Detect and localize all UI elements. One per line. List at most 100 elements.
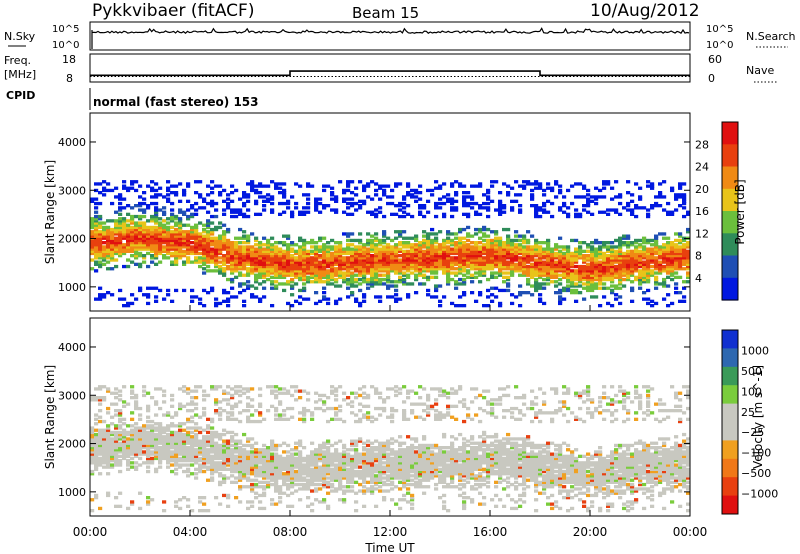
echo-cell <box>114 439 119 443</box>
echo-cell <box>274 472 279 476</box>
echo-cell <box>122 186 127 190</box>
echo-cell <box>326 301 331 306</box>
echo-cell <box>186 446 191 450</box>
echo-cell <box>138 286 143 290</box>
echo-cell <box>238 284 243 288</box>
echo-cell <box>466 234 471 238</box>
echo-cell <box>278 476 283 480</box>
echo-cell <box>442 245 447 249</box>
echo-cell <box>218 472 223 476</box>
echo-cell <box>286 249 291 253</box>
freq-frame <box>89 53 691 83</box>
echo-cell <box>206 452 211 456</box>
echo-cell <box>246 443 251 448</box>
echo-cell <box>106 435 111 439</box>
echo-cell <box>134 223 139 227</box>
echo-cell <box>118 443 123 448</box>
echo-cell <box>674 243 679 247</box>
echo-cell <box>158 446 163 450</box>
echo-cell <box>282 275 287 279</box>
echo-cell <box>166 413 171 417</box>
echo-cell <box>302 260 307 264</box>
echo-cell <box>290 262 295 266</box>
echo-cell <box>94 493 99 498</box>
echo-cell <box>302 297 307 301</box>
echo-cell <box>158 193 163 197</box>
echo-cell <box>134 443 139 448</box>
echo-cell <box>586 245 591 249</box>
echo-cell <box>238 249 243 253</box>
echo-cell <box>166 241 171 245</box>
echo-cell <box>154 441 159 445</box>
echo-cell <box>446 193 451 197</box>
echo-cell <box>146 406 151 411</box>
echo-cell <box>214 184 219 188</box>
echo-cell <box>486 295 491 299</box>
cpid-label: CPID <box>6 89 35 102</box>
echo-cell <box>234 389 239 393</box>
echo-cell <box>294 206 299 210</box>
echo-cell <box>614 260 619 264</box>
echo-cell <box>302 476 307 480</box>
echo-cell <box>426 234 431 238</box>
echo-cell <box>326 456 331 461</box>
echo-cell <box>114 448 119 452</box>
echo-cell <box>666 258 671 262</box>
echo-cell <box>214 227 219 232</box>
echo-cell <box>226 448 231 452</box>
echo-cell <box>422 206 427 210</box>
echo-cell <box>494 256 499 260</box>
echo-cell <box>146 391 151 395</box>
echo-cell <box>670 301 675 306</box>
echo-cell <box>506 288 511 293</box>
echo-cell <box>638 195 643 199</box>
echo-cell <box>170 443 175 448</box>
echo-cell <box>226 254 231 258</box>
echo-cell <box>202 258 207 262</box>
echo-cell <box>678 245 683 249</box>
echo-cell <box>682 197 687 201</box>
echo-cell <box>326 273 331 277</box>
echo-cell <box>118 238 123 243</box>
echo-cell <box>314 258 319 262</box>
echo-cell <box>686 245 691 249</box>
echo-cell <box>282 269 287 273</box>
echo-cell <box>474 264 479 269</box>
echo-cell <box>582 186 587 190</box>
echo-cell <box>334 271 339 275</box>
echo-cell <box>130 432 135 437</box>
echo-cell <box>526 258 531 262</box>
echo-cell <box>446 271 451 275</box>
echo-cell <box>626 264 631 269</box>
echo-cell <box>326 406 331 411</box>
echo-cell <box>262 465 267 469</box>
echo-cell <box>622 277 627 282</box>
echo-cell <box>246 195 251 199</box>
echo-cell <box>510 241 515 245</box>
echo-cell <box>334 251 339 256</box>
echo-cell <box>142 243 147 247</box>
echo-cell <box>114 450 119 454</box>
echo-cell <box>282 273 287 277</box>
echo-cell <box>602 260 607 264</box>
echo-cell <box>206 424 211 428</box>
echo-cell <box>238 400 243 404</box>
echo-cell <box>118 217 123 221</box>
echo-cell <box>158 448 163 452</box>
echo-cell <box>294 251 299 256</box>
echo-cell <box>218 443 223 448</box>
echo-cell <box>98 230 103 234</box>
echo-cell <box>322 400 327 404</box>
echo-cell <box>210 387 215 391</box>
echo-cell <box>334 241 339 245</box>
echo-cell <box>230 199 235 203</box>
echo-cell <box>266 254 271 258</box>
echo-cell <box>350 249 355 253</box>
echo-cell <box>130 238 135 243</box>
echo-cell <box>390 188 395 193</box>
echo-cell <box>150 439 155 443</box>
echo-cell <box>582 282 587 286</box>
echo-cell <box>626 260 631 264</box>
echo-cell <box>282 417 287 421</box>
echo-cell <box>406 184 411 188</box>
